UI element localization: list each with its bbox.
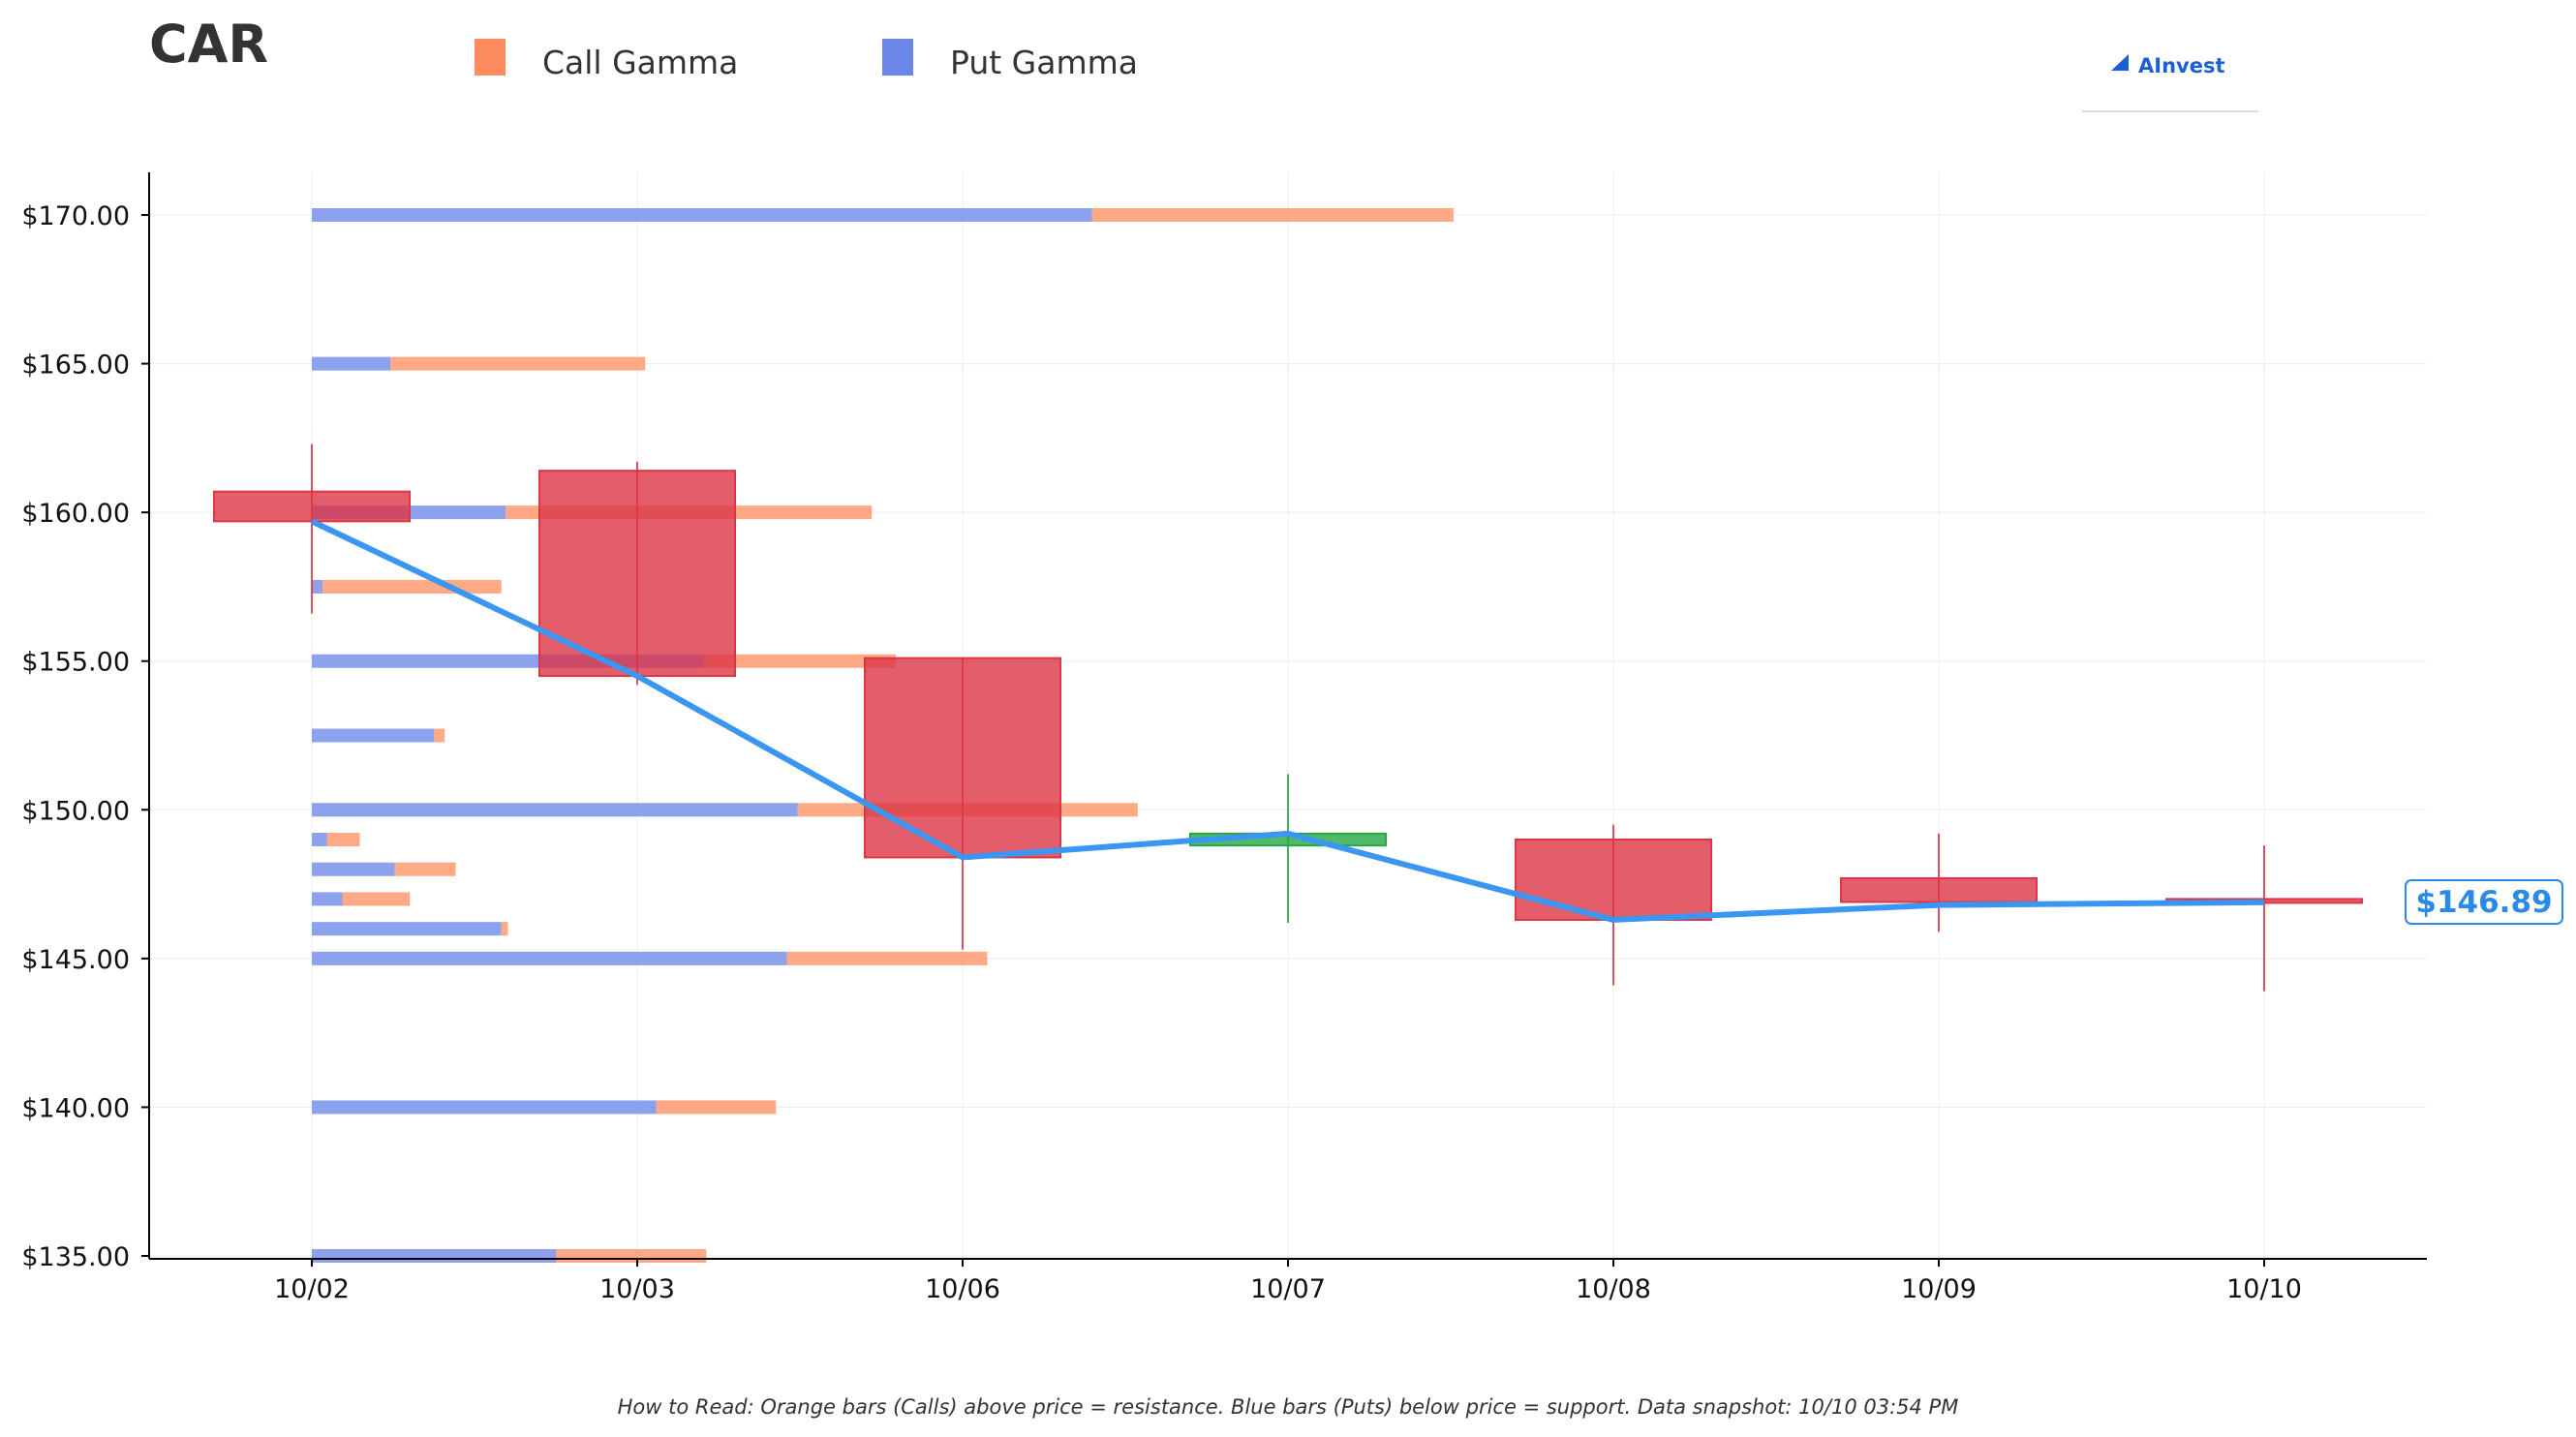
x-tick-label: 10/06 — [925, 1274, 1000, 1304]
call-gamma-bar — [394, 862, 456, 876]
x-tick-label: 10/03 — [599, 1274, 675, 1304]
legend-call-label: Call Gamma — [542, 44, 738, 81]
y-tick-label: $170.00 — [21, 201, 130, 231]
legend-put-swatch — [882, 39, 913, 76]
call-gamma-bar — [326, 833, 360, 846]
y-tick-label: $145.00 — [21, 945, 130, 975]
put-gamma-bar — [312, 208, 1092, 222]
legend-call-swatch — [475, 39, 506, 76]
call-gamma-bar — [656, 1100, 777, 1115]
put-gamma-bar — [312, 579, 323, 594]
brand-logo: AInvest — [2082, 54, 2258, 112]
x-tick-label: 10/08 — [1576, 1274, 1651, 1304]
put-gamma-bar — [312, 833, 327, 846]
candle-body — [213, 490, 411, 523]
call-gamma-bar — [322, 579, 502, 594]
brand-name: AInvest — [2138, 54, 2225, 77]
y-tick-label: $165.00 — [21, 351, 130, 381]
call-gamma-bar — [390, 356, 646, 371]
candle-body — [864, 657, 1061, 859]
put-gamma-bar — [312, 951, 787, 965]
axes: $135.00 $140.00 $145.00 $150.00 $155.00 $160.… — [21, 172, 2427, 1304]
call-gamma-bar — [342, 892, 411, 906]
x-tick-label: 10/09 — [1901, 1274, 1977, 1304]
put-gamma-bar — [312, 922, 502, 936]
footer-note: How to Read: Orange bars (Calls) above p… — [618, 1395, 1959, 1419]
ticker-title: CAR — [149, 14, 268, 75]
x-tick-label: 10/07 — [1250, 1274, 1326, 1304]
call-gamma-bar — [556, 1249, 707, 1263]
brand-logo-icon — [2111, 54, 2129, 71]
candle-body — [1840, 876, 2038, 903]
y-tick-label: $140.00 — [21, 1093, 130, 1123]
x-tick-label: 10/02 — [274, 1274, 350, 1304]
call-gamma-bar — [704, 654, 896, 668]
call-gamma-bar — [501, 922, 508, 936]
grid-layer — [149, 172, 2427, 1259]
put-gamma-bar — [312, 1100, 657, 1115]
x-tick-label: 10/10 — [2226, 1274, 2302, 1304]
last-price-tag-box — [2405, 879, 2563, 925]
call-gamma-bar — [786, 951, 988, 965]
last-price-label: $146.89 — [2415, 885, 2552, 920]
put-gamma-bar — [312, 1249, 556, 1263]
put-gamma-bar — [312, 892, 343, 906]
y-tick-label: $135.00 — [21, 1242, 130, 1272]
call-gamma-bar — [1091, 208, 1454, 222]
last-price-tag: $146.89 — [2405, 879, 2563, 925]
y-tick-label: $160.00 — [21, 499, 130, 529]
y-tick-label: $150.00 — [21, 796, 130, 826]
put-gamma-bar — [312, 803, 798, 817]
price-line — [310, 518, 2265, 923]
put-gamma-bar — [312, 862, 395, 876]
price-line-layer — [310, 518, 2265, 923]
y-tick-label: $155.00 — [21, 648, 130, 678]
put-gamma-bar — [312, 356, 390, 371]
call-gamma-bar — [434, 728, 445, 743]
legend-put-label: Put Gamma — [950, 44, 1138, 81]
candle-body — [1515, 839, 1712, 921]
put-gamma-bar — [312, 728, 434, 743]
